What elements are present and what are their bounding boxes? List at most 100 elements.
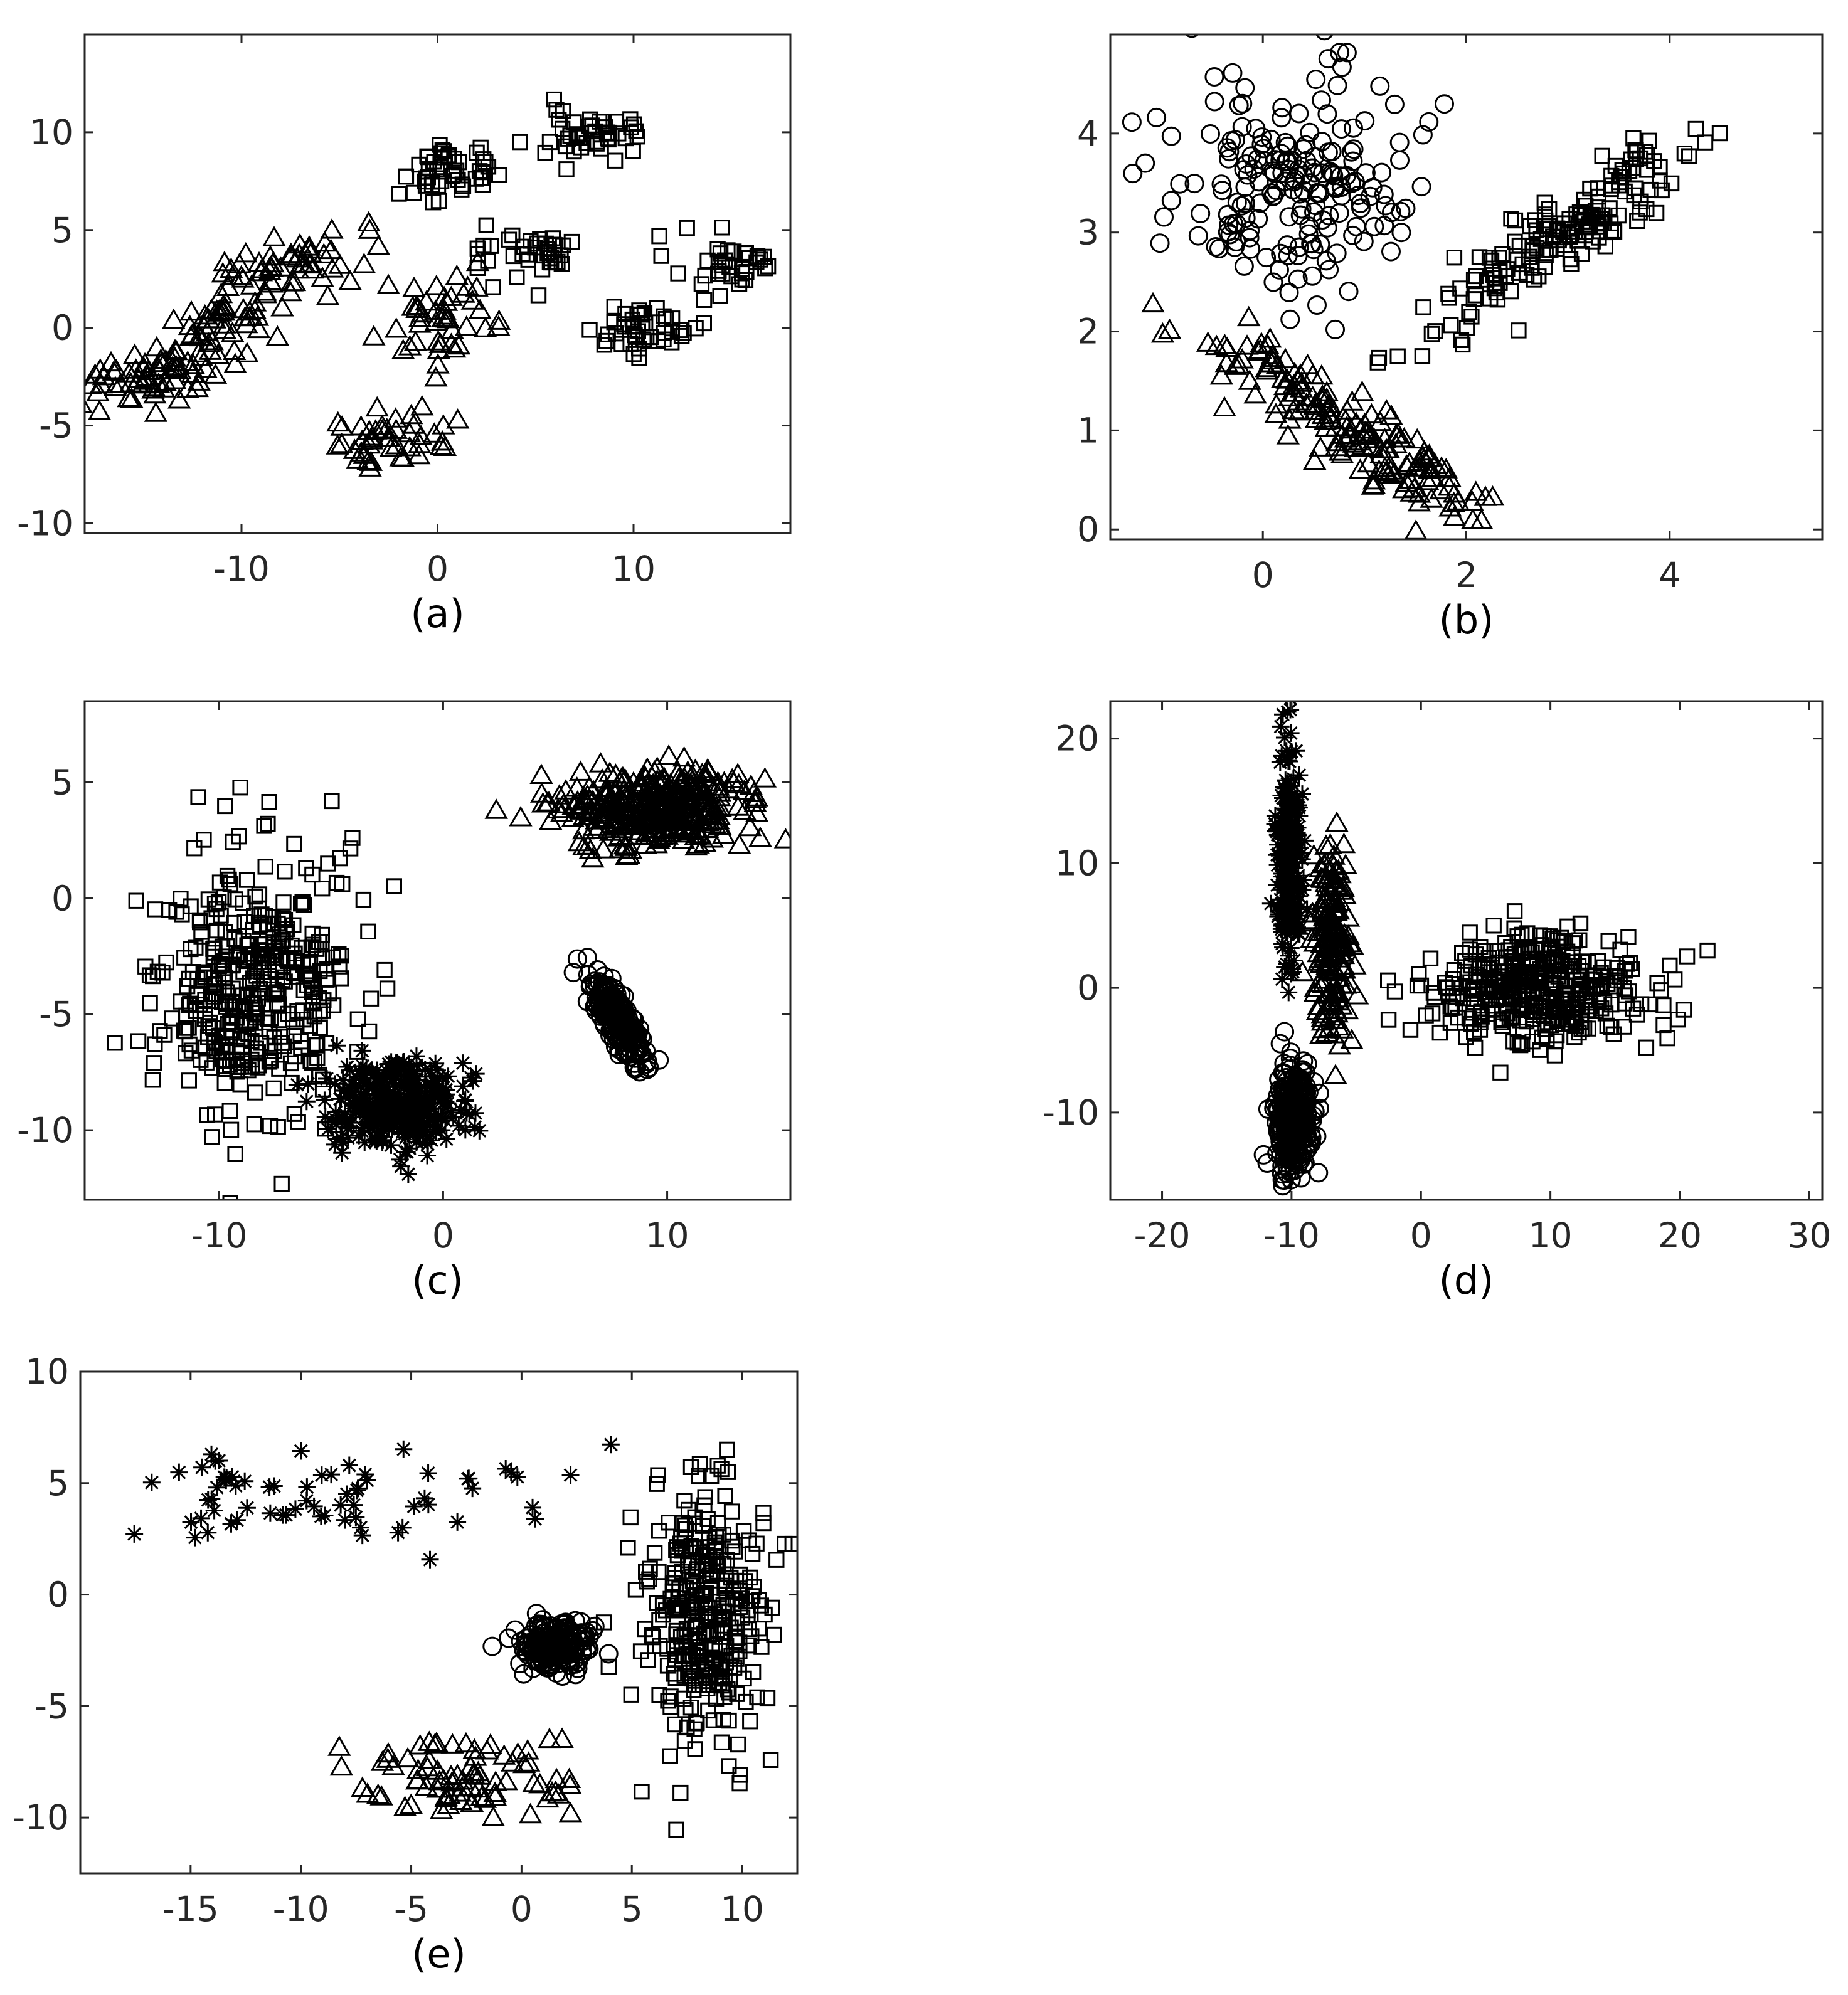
square-point xyxy=(1511,968,1527,984)
triangle-point xyxy=(657,798,681,819)
square-point xyxy=(420,149,436,166)
y-tick-label: 5 xyxy=(51,762,73,802)
square-point xyxy=(687,1741,703,1757)
square-point xyxy=(256,818,272,834)
triangle-point xyxy=(408,307,432,327)
triangle-point xyxy=(1258,327,1282,348)
asterisk-point xyxy=(364,1076,382,1094)
triangle-point xyxy=(181,353,205,374)
square-point xyxy=(260,1010,276,1027)
triangle-point xyxy=(623,807,647,828)
square-point xyxy=(600,131,617,148)
triangle-point xyxy=(1329,922,1353,943)
square-point xyxy=(247,1084,263,1101)
asterisk-point xyxy=(1268,822,1286,840)
square-point xyxy=(1526,1007,1542,1023)
square-point xyxy=(674,1637,691,1654)
triangle-point xyxy=(546,1783,571,1804)
asterisk-point xyxy=(1280,946,1298,965)
triangle-point xyxy=(86,381,110,401)
asterisk-point xyxy=(226,1477,245,1495)
triangle-point xyxy=(748,826,772,847)
asterisk-point xyxy=(1274,706,1292,724)
asterisk-point xyxy=(1282,939,1300,957)
asterisk-point xyxy=(1280,897,1298,916)
circle-point xyxy=(1219,142,1240,162)
triangle-point xyxy=(197,332,221,352)
triangle-point xyxy=(211,262,235,283)
triangle-point xyxy=(1374,399,1398,420)
circle-point xyxy=(1284,1151,1304,1171)
square-point xyxy=(205,988,221,1005)
square-point xyxy=(226,998,243,1015)
triangle-point xyxy=(698,810,721,830)
asterisk-point xyxy=(427,1121,445,1139)
circle-point xyxy=(526,1604,546,1624)
asterisk-point xyxy=(1261,894,1280,913)
square-point xyxy=(762,1752,779,1769)
square-point xyxy=(749,248,766,265)
asterisk-point xyxy=(421,1550,439,1569)
asterisk-point xyxy=(415,1489,433,1507)
circle-point xyxy=(1234,256,1254,276)
asterisk-point xyxy=(384,1114,402,1133)
asterisk-point xyxy=(350,1126,368,1145)
square-point xyxy=(1697,134,1714,151)
square-point xyxy=(485,279,501,295)
triangle-point xyxy=(1312,968,1336,989)
triangle-point xyxy=(1430,456,1453,477)
square-point xyxy=(662,1590,679,1607)
square-point xyxy=(662,1699,679,1715)
triangle-point xyxy=(189,346,213,366)
asterisk-point xyxy=(182,1513,200,1532)
square-point xyxy=(241,1014,258,1031)
square-point xyxy=(713,1734,730,1750)
triangle-point xyxy=(428,1769,452,1791)
square-point xyxy=(731,1775,748,1792)
square-point xyxy=(701,1548,718,1564)
triangle-point xyxy=(159,358,184,379)
square-point xyxy=(718,1638,735,1654)
triangle-point xyxy=(1324,1008,1347,1029)
square-point xyxy=(478,217,494,234)
y-tick-label: 0 xyxy=(51,308,73,348)
square-point xyxy=(546,91,562,108)
square-point xyxy=(262,1024,278,1040)
circle-point xyxy=(1191,204,1211,223)
square-point xyxy=(705,1712,722,1728)
triangle-point xyxy=(249,260,273,282)
triangle-point xyxy=(676,760,700,781)
asterisk-point xyxy=(1278,955,1296,973)
circle-point xyxy=(537,1658,557,1678)
circle-point xyxy=(1413,125,1433,145)
triangle-point xyxy=(449,1789,473,1810)
circle-point xyxy=(1355,111,1375,131)
square-point xyxy=(1560,999,1577,1015)
asterisk-point xyxy=(411,1127,429,1145)
asterisk-point xyxy=(437,1130,455,1148)
square-point xyxy=(223,1022,240,1039)
circle-point xyxy=(539,1655,559,1675)
circle-point xyxy=(1322,142,1342,162)
triangle-point xyxy=(198,339,222,360)
triangle-point xyxy=(668,822,692,843)
triangle-point xyxy=(1282,373,1306,394)
square-point xyxy=(1445,971,1462,988)
triangle-point xyxy=(1359,403,1384,424)
circle-point xyxy=(1331,119,1351,139)
square-point xyxy=(732,1767,748,1783)
square-point xyxy=(709,1458,726,1474)
asterisk-point xyxy=(452,1101,470,1119)
triangle-point xyxy=(131,373,155,394)
asterisk-point xyxy=(339,1118,358,1136)
square-point xyxy=(275,911,292,928)
square-point xyxy=(551,112,567,128)
circle-point xyxy=(1211,174,1231,194)
square-point xyxy=(733,1590,750,1607)
circle-point xyxy=(1204,67,1224,87)
asterisk-point xyxy=(203,1445,221,1463)
asterisk-point xyxy=(403,1108,421,1126)
triangle-point xyxy=(1332,957,1356,978)
asterisk-point xyxy=(1292,897,1310,916)
square-point xyxy=(286,835,302,852)
